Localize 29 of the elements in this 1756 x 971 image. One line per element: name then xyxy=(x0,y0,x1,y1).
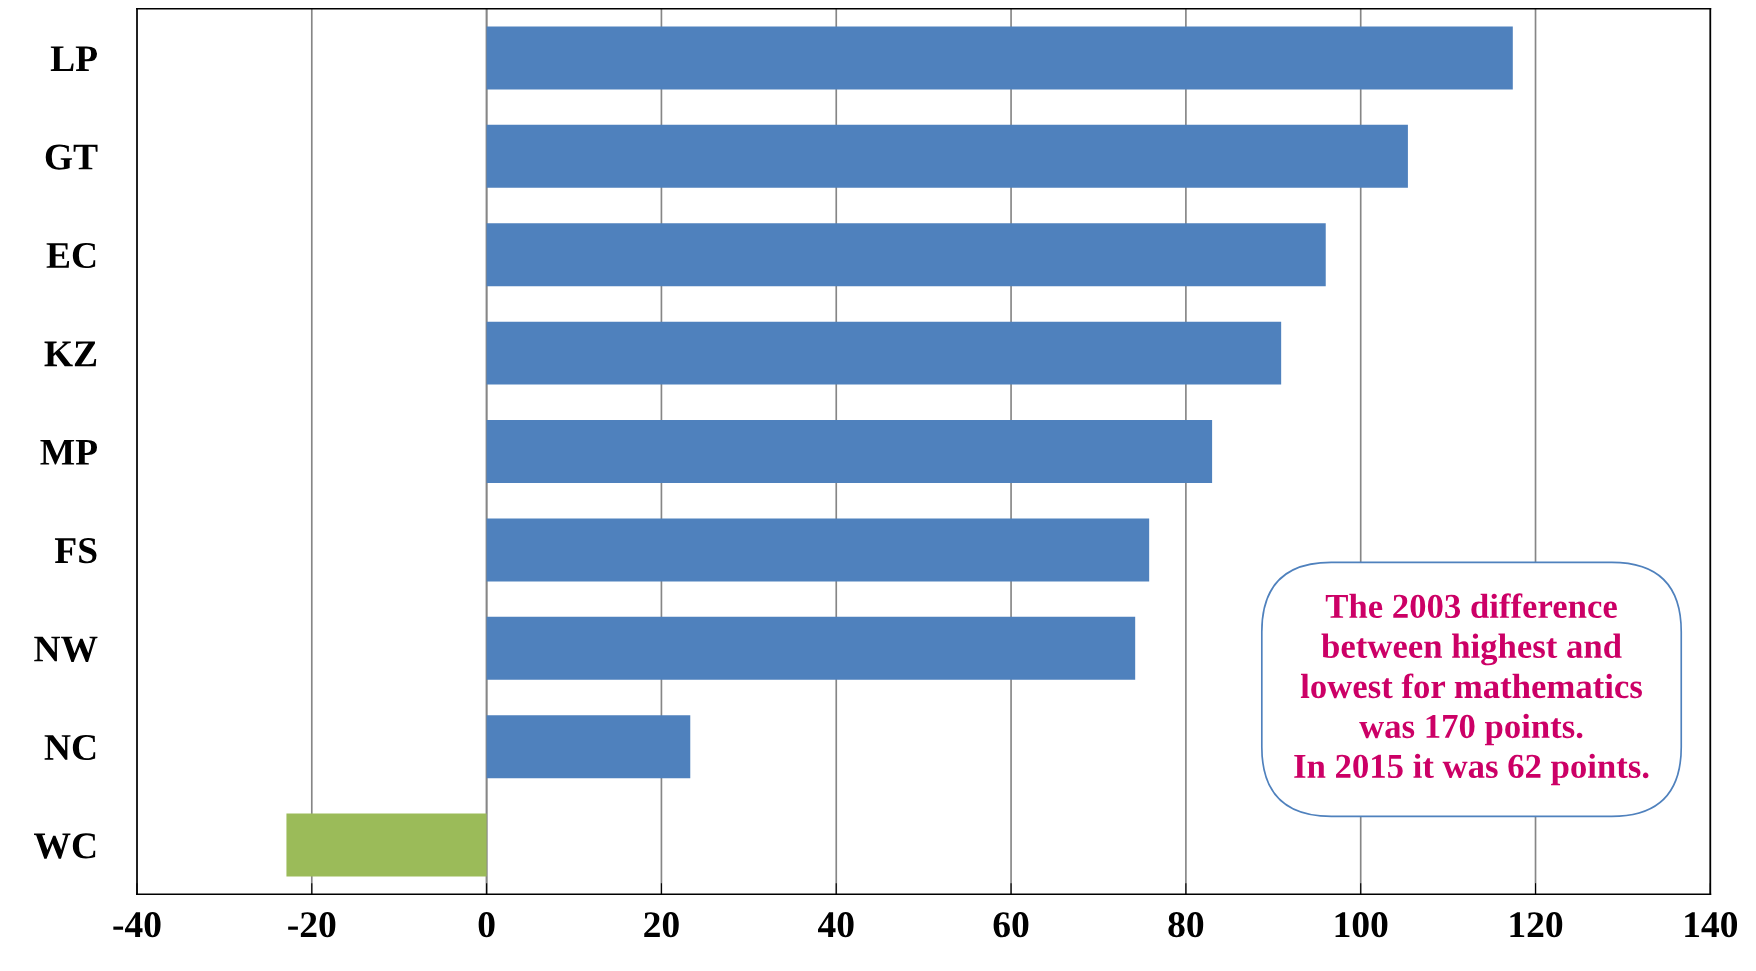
bar xyxy=(486,124,1408,188)
y-tick-label: LP xyxy=(50,46,98,71)
x-tick-label: 140 xyxy=(1685,912,1738,938)
y-tick-label: FS xyxy=(54,538,97,564)
x-tick-label: 80 xyxy=(1168,912,1204,938)
y-tick-label: KZ xyxy=(44,341,97,367)
bar xyxy=(486,616,1136,680)
x-tick-label: 0 xyxy=(478,912,495,938)
annotation: The 2003 difference between highest and lowest for mathematics was 170 points. In 2015 it was 62 points. xyxy=(1294,593,1649,786)
bar xyxy=(486,420,1213,483)
y-tick-label: NC xyxy=(44,734,96,761)
x-tick-label: -20 xyxy=(288,912,336,938)
x-tick-label: 100 xyxy=(1335,912,1388,938)
bar xyxy=(486,715,691,779)
x-tick-label: 40 xyxy=(818,912,854,938)
y-tick-label: GT xyxy=(45,144,98,170)
bar xyxy=(286,813,487,877)
bar xyxy=(486,26,1513,90)
bar xyxy=(486,518,1150,582)
y-tick-label: WC xyxy=(34,833,96,859)
bar xyxy=(486,223,1326,287)
y-tick-label: EC xyxy=(46,242,96,269)
x-tick-label: 20 xyxy=(644,912,679,938)
bar xyxy=(486,321,1282,385)
y-tick-label: NW xyxy=(34,636,98,662)
x-tick-label: -40 xyxy=(113,912,161,938)
x-tick-label: 120 xyxy=(1510,912,1563,938)
y-tick-label: MP xyxy=(40,439,98,465)
x-tick-label: 60 xyxy=(993,912,1029,938)
